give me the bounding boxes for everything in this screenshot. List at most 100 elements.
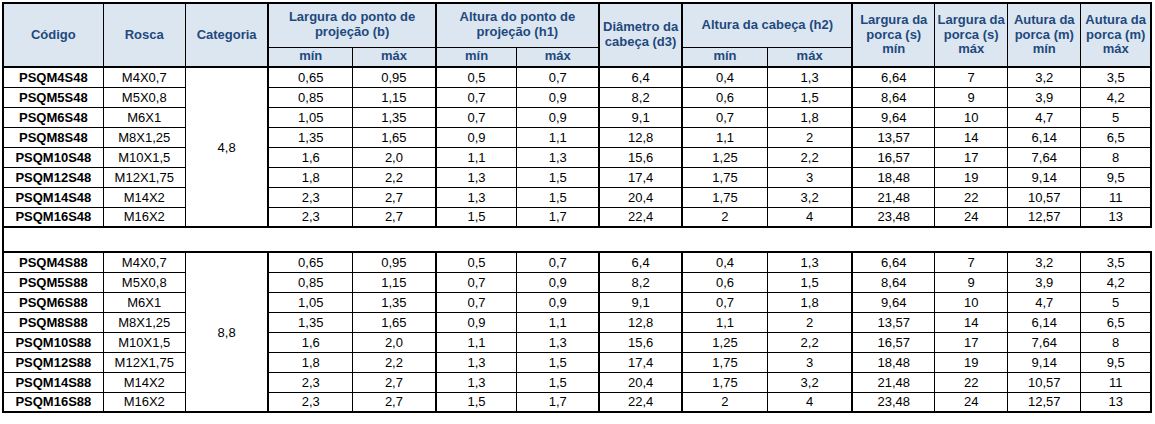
cell-s_max: 14 — [935, 127, 1008, 147]
cell-h1_max: 0,7 — [517, 67, 599, 87]
cell-b_max: 0,95 — [353, 252, 436, 272]
cell-h1_min: 0,7 — [436, 107, 517, 127]
cell-categoria: 4,8 — [185, 67, 268, 227]
cell-codigo: PSQM5S48 — [3, 87, 103, 107]
cell-codigo: PSQM5S88 — [3, 272, 103, 292]
table-row: PSQM12S48M12X1,751,82,21,31,517,41,75318… — [3, 167, 1151, 187]
cell-m_max: 9,5 — [1081, 167, 1151, 187]
cell-b_max: 1,15 — [353, 272, 436, 292]
cell-s_max: 7 — [935, 67, 1008, 87]
cell-h2_min: 2 — [682, 207, 767, 227]
cell-rosca: M6X1 — [103, 107, 185, 127]
cell-rosca: M5X0,8 — [103, 87, 185, 107]
cell-m_min: 10,57 — [1008, 372, 1081, 392]
cell-h1_max: 1,5 — [517, 167, 599, 187]
cell-s_min: 8,64 — [852, 272, 934, 292]
cell-s_max: 19 — [935, 167, 1008, 187]
table-row: PSQM10S88M10X1,51,62,01,11,315,61,252,21… — [3, 332, 1151, 352]
separator-cell — [3, 227, 1151, 252]
cell-m_min: 7,64 — [1008, 332, 1081, 352]
cell-codigo: PSQM10S88 — [3, 332, 103, 352]
cell-b_min: 1,05 — [268, 292, 352, 312]
cell-codigo: PSQM6S88 — [3, 292, 103, 312]
cell-s_max: 9 — [935, 272, 1008, 292]
cell-b_max: 2,0 — [353, 332, 436, 352]
cell-d3: 9,1 — [599, 107, 682, 127]
spec-table: Código Rosca Categoria Largura do ponto … — [2, 2, 1152, 413]
cell-s_min: 13,57 — [852, 312, 934, 332]
cell-b_min: 1,6 — [268, 147, 352, 167]
cell-h2_min: 1,75 — [682, 352, 767, 372]
cell-m_min: 3,9 — [1008, 272, 1081, 292]
col-header-largura-porca-max: Largura da porca (s) máx — [935, 3, 1008, 67]
cell-s_min: 21,48 — [852, 372, 934, 392]
subheader-b-max: máx — [353, 47, 436, 67]
cell-b_max: 0,95 — [353, 67, 436, 87]
cell-h1_min: 0,7 — [436, 272, 517, 292]
cell-b_max: 1,65 — [353, 312, 436, 332]
cell-rosca: M12X1,75 — [103, 352, 185, 372]
cell-d3: 6,4 — [599, 252, 682, 272]
cell-h1_max: 1,7 — [517, 207, 599, 227]
cell-m_max: 3,5 — [1081, 252, 1151, 272]
cell-m_min: 3,2 — [1008, 252, 1081, 272]
cell-m_max: 13 — [1081, 392, 1151, 412]
cell-m_min: 12,57 — [1008, 392, 1081, 412]
table-row: PSQM14S88M14X22,32,71,31,520,41,753,221,… — [3, 372, 1151, 392]
cell-s_max: 10 — [935, 107, 1008, 127]
cell-h2_max: 1,8 — [767, 107, 852, 127]
cell-b_max: 2,7 — [353, 187, 436, 207]
cell-h1_max: 1,5 — [517, 187, 599, 207]
cell-s_max: 7 — [935, 252, 1008, 272]
cell-rosca: M4X0,7 — [103, 67, 185, 87]
cell-d3: 22,4 — [599, 392, 682, 412]
subheader-h2-min: mín — [682, 47, 767, 67]
table-row: PSQM16S88M16X22,32,71,51,722,42423,48241… — [3, 392, 1151, 412]
cell-h2_min: 0,6 — [682, 87, 767, 107]
cell-b_min: 0,85 — [268, 87, 352, 107]
cell-d3: 20,4 — [599, 372, 682, 392]
cell-rosca: M10X1,5 — [103, 147, 185, 167]
cell-s_max: 14 — [935, 312, 1008, 332]
cell-m_max: 3,5 — [1081, 67, 1151, 87]
cell-m_max: 8 — [1081, 332, 1151, 352]
cell-codigo: PSQM14S48 — [3, 187, 103, 207]
cell-h2_min: 2 — [682, 392, 767, 412]
cell-m_max: 5 — [1081, 107, 1151, 127]
cell-b_min: 2,3 — [268, 372, 352, 392]
cell-s_min: 9,64 — [852, 292, 934, 312]
cell-b_max: 2,2 — [353, 167, 436, 187]
cell-rosca: M5X0,8 — [103, 272, 185, 292]
cell-codigo: PSQM12S88 — [3, 352, 103, 372]
cell-rosca: M4X0,7 — [103, 252, 185, 272]
cell-h1_min: 0,7 — [436, 87, 517, 107]
cell-s_min: 13,57 — [852, 127, 934, 147]
cell-h1_min: 0,5 — [436, 252, 517, 272]
cell-rosca: M14X2 — [103, 372, 185, 392]
cell-h1_min: 1,3 — [436, 352, 517, 372]
cell-s_max: 22 — [935, 187, 1008, 207]
cell-h2_min: 0,7 — [682, 292, 767, 312]
cell-codigo: PSQM14S88 — [3, 372, 103, 392]
subheader-b-min: mín — [268, 47, 352, 67]
col-group-largura-ponto: Largura do ponto de projeção (b) — [268, 3, 435, 47]
cell-b_max: 1,15 — [353, 87, 436, 107]
cell-h2_max: 1,5 — [767, 272, 852, 292]
cell-m_min: 3,9 — [1008, 87, 1081, 107]
cell-b_min: 1,35 — [268, 127, 352, 147]
table-row: PSQM5S88M5X0,80,851,150,70,98,20,61,58,6… — [3, 272, 1151, 292]
table-row: PSQM8S48M8X1,251,351,650,91,112,81,1213,… — [3, 127, 1151, 147]
cell-h2_min: 0,7 — [682, 107, 767, 127]
cell-h1_min: 1,5 — [436, 392, 517, 412]
cell-codigo: PSQM10S48 — [3, 147, 103, 167]
cell-h1_max: 0,9 — [517, 87, 599, 107]
cell-h1_max: 1,3 — [517, 147, 599, 167]
cell-b_min: 0,85 — [268, 272, 352, 292]
cell-h1_max: 1,1 — [517, 127, 599, 147]
cell-b_max: 2,2 — [353, 352, 436, 372]
cell-h2_min: 1,75 — [682, 372, 767, 392]
table-row: PSQM12S88M12X1,751,82,21,31,517,41,75318… — [3, 352, 1151, 372]
cell-m_min: 6,14 — [1008, 127, 1081, 147]
cell-m_min: 4,7 — [1008, 292, 1081, 312]
cell-h1_max: 1,5 — [517, 352, 599, 372]
